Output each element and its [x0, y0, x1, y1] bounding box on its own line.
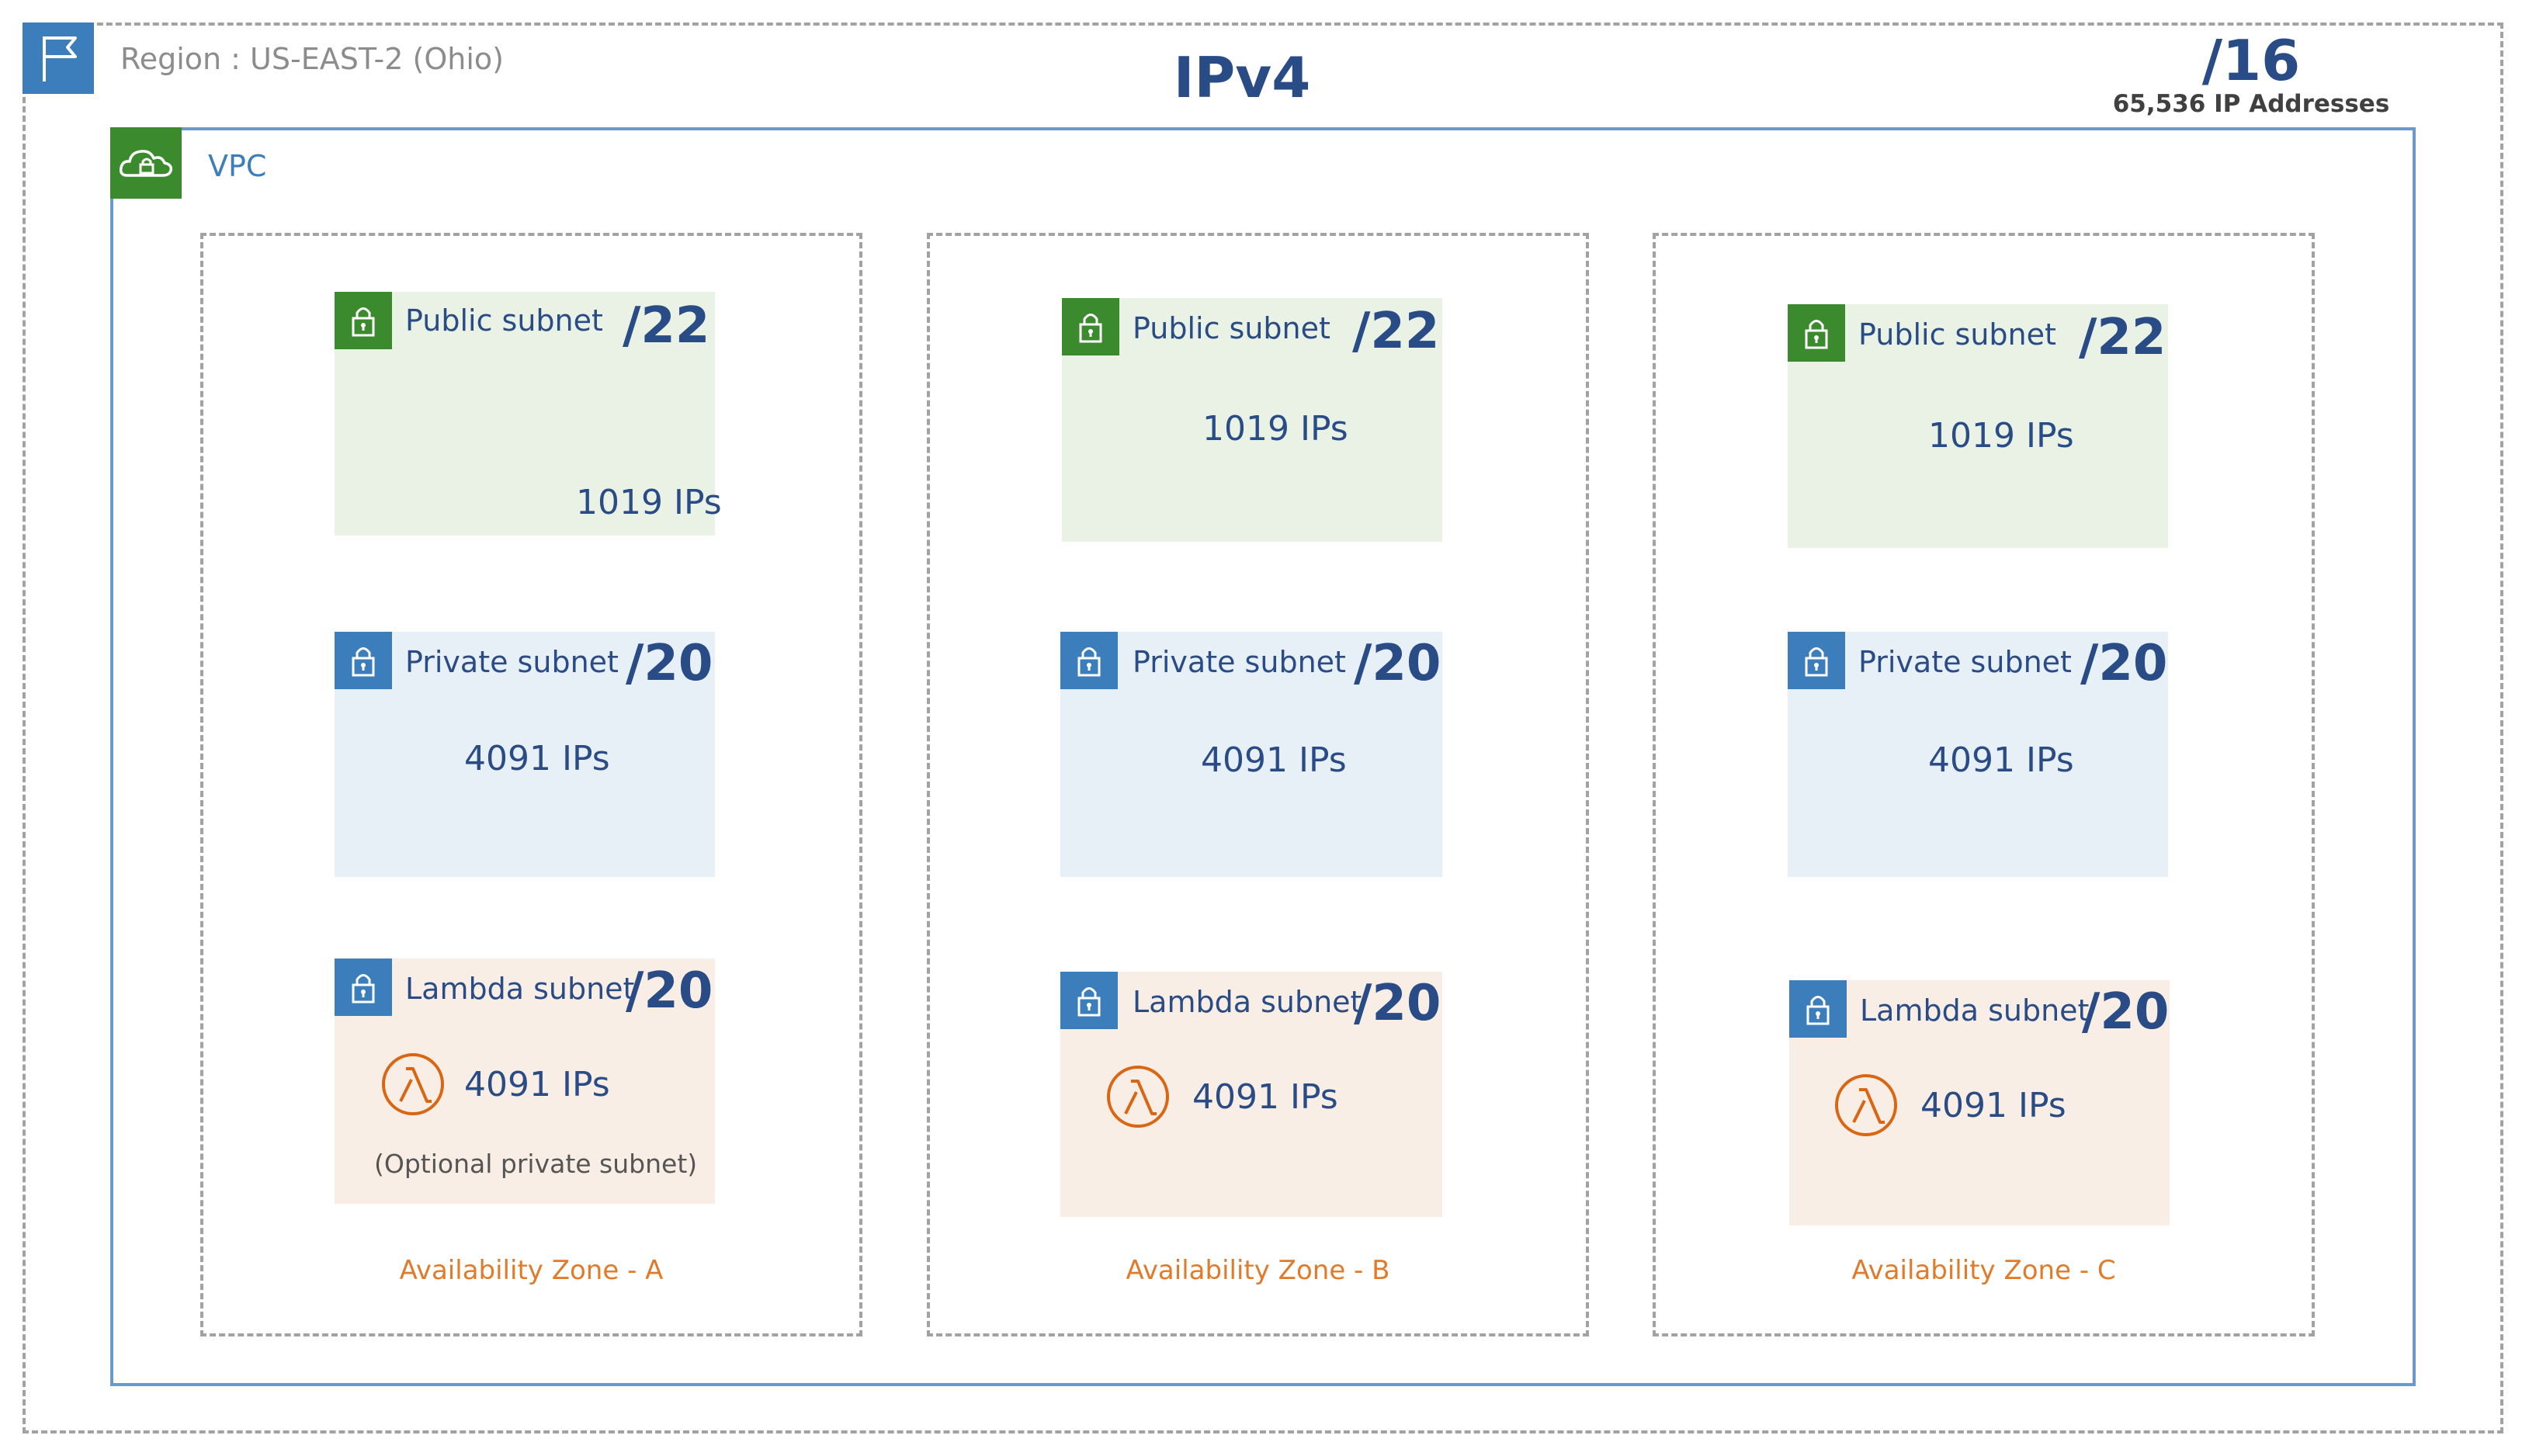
vpc-cidr-prefix: /16 — [2201, 28, 2301, 93]
flag-icon — [23, 23, 94, 94]
lambda-icon — [1105, 1064, 1171, 1129]
availability-zone-a — [200, 233, 862, 1336]
vpc-address-count: 65,536 IP Addresses — [2112, 90, 2390, 118]
vpc-label: VPC — [208, 149, 267, 183]
public-subnet — [335, 292, 715, 536]
diagram-title: IPv4 — [1173, 45, 1311, 110]
subnet-ip-count: 1019 IPs — [576, 483, 722, 522]
subnet-name: Lambda subnet — [1133, 985, 1362, 1019]
lock-icon — [1788, 632, 1845, 689]
lock-icon — [335, 292, 392, 349]
subnet-cidr: /22 — [2079, 309, 2166, 366]
subnet-cidr: /20 — [626, 635, 713, 692]
public-subnet — [1062, 298, 1442, 542]
region-container — [23, 23, 2503, 1433]
lambda-subnet — [1060, 972, 1442, 1217]
lock-icon — [1060, 632, 1118, 689]
subnet-ip-count: 4091 IPs — [1201, 740, 1347, 780]
subnet-cidr: /20 — [2082, 983, 2170, 1041]
lambda-subnet — [1789, 980, 2170, 1225]
subnet-cidr: /20 — [2080, 635, 2168, 692]
lock-icon — [1062, 298, 1119, 355]
lock-icon — [1789, 980, 1847, 1038]
subnet-name: Public subnet — [405, 303, 603, 338]
zone-label: Availability Zone - C — [1851, 1255, 2116, 1286]
availability-zone-b — [927, 233, 1589, 1336]
lambda-subnet — [335, 959, 715, 1204]
subnet-cidr: /20 — [1354, 635, 1441, 692]
subnet-cidr: /20 — [1354, 975, 1441, 1032]
lock-icon — [1060, 972, 1118, 1029]
vpc-container — [110, 127, 2416, 1386]
subnet-ip-count: 4091 IPs — [1928, 740, 2074, 780]
subnet-name: Lambda subnet — [1860, 993, 2090, 1028]
subnet-ip-count: 4091 IPs — [1920, 1086, 2066, 1125]
zone-label: Availability Zone - A — [399, 1255, 664, 1286]
private-subnet — [1788, 632, 2168, 877]
lambda-icon — [1833, 1073, 1899, 1138]
cloud-lock-icon — [110, 127, 182, 199]
subnet-ip-count: 4091 IPs — [464, 1065, 610, 1104]
subnet-name: Public subnet — [1133, 311, 1330, 345]
lock-icon — [1788, 304, 1845, 362]
lambda-icon — [380, 1052, 446, 1117]
subnet-name: Private subnet — [1858, 645, 2072, 679]
subnet-cidr: /20 — [626, 962, 713, 1020]
subnet-ip-count: 1019 IPs — [1928, 416, 2074, 456]
subnet-ip-count: 4091 IPs — [464, 739, 610, 778]
private-subnet — [1060, 632, 1442, 877]
subnet-name: Lambda subnet — [405, 972, 635, 1006]
subnet-ip-count: 4091 IPs — [1192, 1077, 1338, 1117]
subnet-name: Private subnet — [1133, 645, 1346, 679]
zone-label: Availability Zone - B — [1126, 1255, 1390, 1286]
subnet-note: (Optional private subnet) — [374, 1149, 698, 1179]
subnet-name: Public subnet — [1858, 317, 2056, 352]
subnet-name: Private subnet — [405, 645, 619, 679]
subnet-cidr: /22 — [1352, 303, 1440, 360]
availability-zone-c — [1653, 233, 2315, 1336]
private-subnet — [335, 632, 715, 877]
public-subnet — [1788, 304, 2168, 548]
region-label: Region : US-EAST-2 (Ohio) — [120, 42, 504, 76]
subnet-ip-count: 1019 IPs — [1202, 409, 1348, 449]
subnet-cidr: /22 — [623, 297, 710, 355]
lock-icon — [335, 959, 392, 1016]
lock-icon — [335, 632, 392, 689]
